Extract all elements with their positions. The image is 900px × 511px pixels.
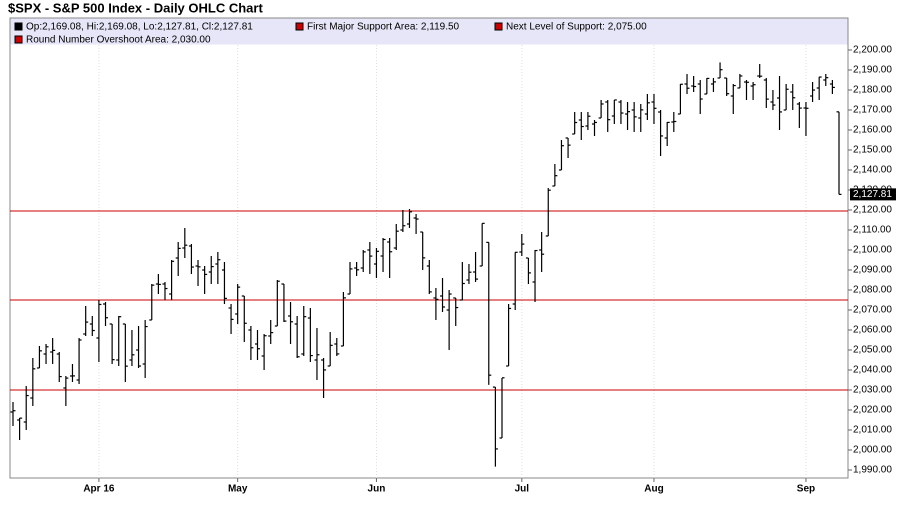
last-price-box [850,188,896,201]
x-tick-label: Jul [515,484,530,495]
chart-title: $SPX - S&P 500 Index - Daily OHLC Chart [8,0,263,15]
legend-label: First Major Support Area: 2,119.50 [307,22,460,33]
y-tick-label: 2,080.00 [853,285,892,296]
y-tick-label: 2,010.00 [853,425,892,436]
y-tick-label: 2,060.00 [853,325,892,336]
y-tick-label: 2,030.00 [853,385,892,396]
x-tick-label: Sep [797,484,815,495]
legend-swatch [494,22,503,31]
y-tick-label: 2,160.00 [853,125,892,136]
y-tick-label: 2,090.00 [853,265,892,276]
y-tick-label: 2,140.00 [853,165,892,176]
y-tick-label: 2,190.00 [853,65,892,76]
y-tick-label: 2,170.00 [853,105,892,116]
y-tick-label: 2,040.00 [853,365,892,376]
x-tick-label: Apr 16 [83,484,115,495]
legend-swatch [14,22,23,31]
y-tick-label: 2,100.00 [853,245,892,256]
y-tick-label: 2,120.00 [853,205,892,216]
legend-label: Next Level of Support: 2,075.00 [506,22,647,33]
legend-label: Op:2,169.08, Hi:2,169.08, Lo:2,127.81, C… [26,22,253,33]
y-tick-label: 2,050.00 [853,345,892,356]
y-tick-label: 2,200.00 [853,45,892,56]
x-tick-label: May [228,484,248,495]
legend-box [10,18,848,45]
x-tick-label: Jun [368,484,386,495]
legend-swatch [14,35,23,44]
y-tick-label: 1,990.00 [853,465,892,476]
legend-label: Round Number Overshoot Area: 2,030.00 [26,35,211,46]
y-tick-label: 2,180.00 [853,85,892,96]
y-tick-label: 2,110.00 [853,225,892,236]
x-tick-label: Aug [644,484,663,495]
y-tick-label: 2,070.00 [853,305,892,316]
y-tick-label: 2,150.00 [853,145,892,156]
y-tick-label: 2,020.00 [853,405,892,416]
y-tick-label: 2,000.00 [853,445,892,456]
plot-frame [9,17,849,479]
last-price-label: 2,127.81 [853,189,892,200]
legend-swatch [295,22,304,31]
